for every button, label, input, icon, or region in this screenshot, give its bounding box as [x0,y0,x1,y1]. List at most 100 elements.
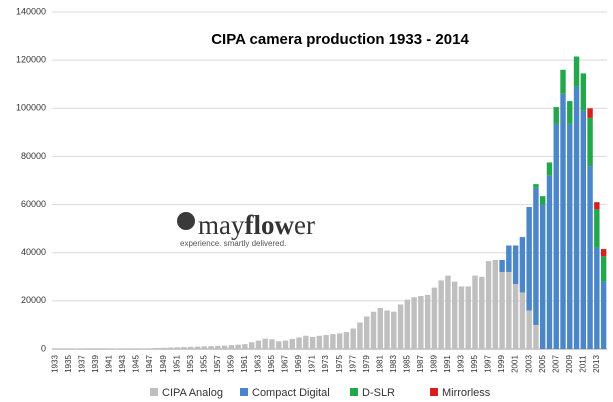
x-tick-label: 1933 [50,355,59,373]
bar-segment [539,196,546,205]
bar-segment [167,347,174,349]
bar-segment [506,245,512,272]
legend-label: Compact Digital [252,387,330,399]
legend-swatch [240,388,248,396]
bar-segment [499,271,505,349]
bar-segment [526,310,532,349]
bar-segment [519,292,526,349]
bar-segment [567,123,573,349]
x-tick-label: 1947 [145,355,154,373]
bar-segment [282,340,289,349]
x-tick-label: 1961 [240,355,249,373]
bar-segment [594,247,600,349]
bar-segment [600,281,607,349]
bar-segment [276,341,282,349]
bar-segment [370,311,377,349]
bar-segment [357,322,363,349]
bar-segment [485,261,492,349]
bar-segment [235,344,241,349]
bar-segment [343,332,350,349]
bar-segment [560,93,566,349]
x-tick-label: 1963 [254,355,263,373]
bar-segment [188,346,194,349]
x-tick-label: 1957 [213,355,222,373]
bar-segment [519,237,526,293]
bar-segment [438,280,444,349]
bar-segment [215,345,221,349]
x-tick-label: 1945 [132,355,141,373]
bar-segment [404,299,411,349]
bar-segment [397,304,404,349]
bar-segment [546,162,553,176]
bar-segment [600,256,607,282]
y-tick-label: 100000 [16,103,46,113]
bar-segment [424,294,431,349]
legend-label: CIPA Analog [162,387,223,399]
bar-segment [154,348,160,349]
bar-segment [106,348,113,349]
bar-segment [100,348,106,349]
x-tick-label: 1971 [308,355,317,373]
legend-swatch [150,388,158,396]
bar-segment [255,340,262,349]
logo: mayflower experience. smartly delivered. [177,210,315,248]
bar-segment [580,110,587,349]
x-tick-label: 2001 [511,355,520,373]
bar-segment [512,245,519,285]
bar-segment [445,275,451,349]
bar-segment [221,345,228,349]
x-tick-label: 2007 [551,355,560,373]
bar-segment [587,108,593,118]
y-tick-label: 0 [41,343,46,353]
x-tick-label: 1965 [267,355,276,373]
bar-segment [269,339,275,349]
bar-segment [323,335,329,349]
bar-segment [431,287,438,349]
bar-segment [289,338,295,349]
x-tick-label: 1975 [335,355,344,373]
bar-segment [391,311,397,349]
bar-segment [472,275,478,349]
x-tick-label: 1959 [226,355,235,373]
bar-segment [79,348,86,349]
bar-segment [533,187,539,325]
legend-label: D-SLR [362,387,395,399]
x-tick-label: 1989 [430,355,439,373]
x-tick-label: 1939 [91,355,100,373]
bar-segment [309,336,316,349]
bar-segment [458,286,465,349]
legend-swatch [350,388,358,396]
y-tick-label: 40000 [21,247,46,257]
x-tick-label: 1983 [389,355,398,373]
bar-segment [553,107,559,124]
bar-segment [560,69,566,94]
bar-segment [573,86,580,349]
bar-segment [553,123,559,349]
bar-segment [336,333,343,349]
bar-segment [160,347,167,349]
x-tick-label: 1999 [497,355,506,373]
bar-segment [181,347,187,349]
bar-segment [330,334,336,349]
bar-segment [296,337,302,349]
x-tick-label: 1987 [416,355,425,373]
bar-segment [86,348,92,349]
bar-segment [228,345,235,349]
x-tick-label: 2003 [524,355,533,373]
bar-segment [539,204,546,349]
x-tick-label: 1993 [457,355,466,373]
bar-segment [418,296,424,349]
x-tick-label: 1973 [321,355,330,373]
bar-segment [580,73,587,111]
bar-segment [364,316,370,349]
x-tick-label: 1969 [294,355,303,373]
x-tick-label: 1949 [159,355,168,373]
x-tick-label: 1977 [348,355,357,373]
bar-segment [587,166,593,349]
bar-segment [194,346,201,349]
bar-segment [546,175,553,349]
bar-segment [262,338,268,349]
bar-segment [573,56,580,87]
y-tick-label: 80000 [21,151,46,161]
y-tick-label: 60000 [21,199,46,209]
